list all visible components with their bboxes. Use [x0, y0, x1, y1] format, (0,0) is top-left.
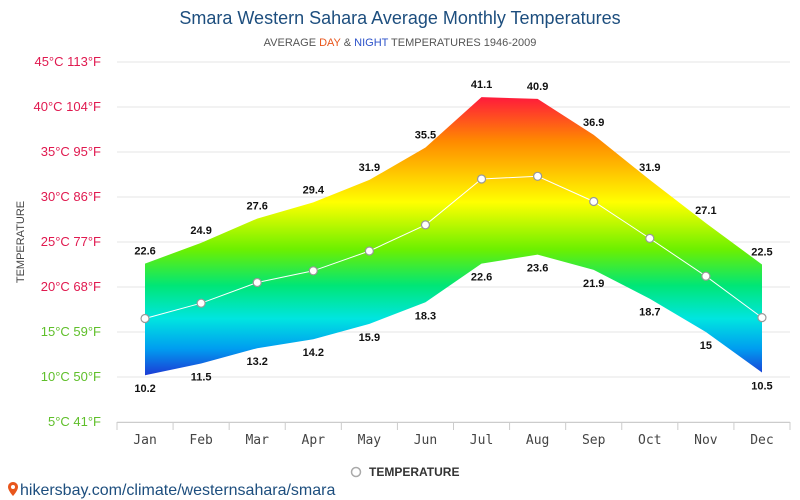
- legend-marker: [350, 466, 362, 478]
- footer-url[interactable]: hikersbay.com/climate/westernsahara/smar…: [20, 482, 335, 499]
- day-value-label: 29.4: [303, 184, 325, 196]
- x-tick-label: Jun: [414, 433, 437, 448]
- average-point: [701, 271, 711, 281]
- x-tick-label: Feb: [189, 433, 213, 448]
- night-value-label: 22.6: [471, 272, 492, 284]
- map-pin-icon: [8, 482, 18, 496]
- day-night-band: [145, 97, 762, 376]
- x-tick-label: Sep: [582, 433, 606, 448]
- day-value-label: 22.6: [134, 246, 155, 258]
- night-value-label: 15: [700, 340, 712, 352]
- average-point: [420, 220, 431, 230]
- night-value-labels: 10.2 11.5 13.2 14.2 15.9 18.3 22.6 23.6 21.9 18.7…: [134, 263, 772, 396]
- x-tick-label: Jul: [470, 433, 493, 448]
- day-value-label: 31.9: [359, 162, 380, 174]
- x-axis-ticks: Jan Feb Mar Apr May Jun Jul Aug Sep Oct Nov Dec: [133, 433, 773, 448]
- night-value-label: 15.9: [359, 332, 380, 344]
- legend[interactable]: TEMPERATURE: [350, 465, 460, 479]
- subtitle-night: NIGHT: [354, 37, 389, 49]
- average-temperature-line: [144, 175, 763, 319]
- x-tick-label: Aug: [526, 433, 549, 448]
- subtitle-day: DAY: [319, 37, 341, 49]
- day-value-label: 27.1: [695, 205, 716, 217]
- night-value-label: 18.7: [639, 307, 660, 319]
- x-tick-label: Oct: [638, 433, 661, 448]
- average-point: [757, 313, 767, 323]
- average-point: [140, 313, 150, 324]
- night-value-label: 11.5: [191, 372, 212, 384]
- y-axis-ticks: 45°C 113°F 40°C 104°F 35°C 95°F 30°C 86°F 25…: [34, 54, 102, 429]
- legend-label: TEMPERATURE: [369, 465, 459, 479]
- x-tick-label: Dec: [750, 433, 773, 448]
- y-tick-label: 30°C 86°F: [41, 189, 101, 204]
- y-tick-label: 45°C 113°F: [34, 54, 101, 69]
- average-point: [589, 196, 599, 207]
- subtitle-suffix: TEMPERATURES 1946-2009: [388, 37, 536, 49]
- average-point: [645, 233, 655, 243]
- day-value-label: 40.9: [527, 81, 548, 93]
- average-point: [364, 246, 374, 256]
- y-tick-label: 25°C 77°F: [41, 234, 101, 249]
- average-point: [476, 174, 487, 184]
- day-value-label: 24.9: [190, 225, 211, 237]
- day-value-label: 41.1: [471, 79, 492, 91]
- night-value-label: 18.3: [415, 310, 436, 322]
- average-points: [140, 171, 767, 324]
- day-value-labels: 22.6 24.9 27.6 29.4 31.9 35.5 41.1 40.9 36.9 31.9…: [134, 79, 772, 258]
- chart-subtitle: AVERAGE DAY & NIGHT TEMPERATURES 1946-20…: [264, 37, 537, 49]
- y-tick-label: 15°C 59°F: [41, 324, 101, 339]
- subtitle-amp: &: [341, 37, 354, 49]
- day-value-label: 27.6: [246, 201, 267, 213]
- night-value-label: 14.2: [303, 347, 324, 359]
- day-value-label: 22.5: [751, 247, 772, 259]
- y-axis-title: TEMPERATURE: [15, 201, 27, 283]
- y-tick-label: 20°C 68°F: [41, 279, 101, 294]
- day-value-label: 35.5: [415, 130, 436, 142]
- day-value-label: 36.9: [583, 117, 604, 129]
- average-point: [308, 266, 318, 276]
- night-value-label: 10.2: [134, 383, 155, 395]
- y-tick-label: 35°C 95°F: [41, 144, 101, 159]
- y-tick-label: 40°C 104°F: [34, 99, 102, 114]
- y-tick-label: 10°C 50°F: [41, 369, 101, 384]
- x-tick-label: Mar: [245, 433, 269, 448]
- x-tick-label: Jan: [133, 433, 156, 448]
- x-tick-label: Apr: [302, 433, 326, 448]
- x-tick-label: May: [358, 433, 382, 448]
- y-tick-label: 5°C 41°F: [48, 414, 101, 429]
- average-point: [533, 171, 543, 181]
- subtitle-prefix: AVERAGE: [264, 37, 319, 49]
- footer[interactable]: hikersbay.com/climate/westernsahara/smar…: [8, 482, 335, 499]
- night-value-label: 23.6: [527, 263, 548, 275]
- night-value-label: 13.2: [246, 356, 267, 368]
- night-value-label: 10.5: [751, 381, 772, 393]
- chart-title: Smara Western Sahara Average Monthly Tem…: [179, 8, 620, 28]
- average-point: [196, 298, 206, 308]
- x-tick-label: Nov: [694, 433, 718, 448]
- average-point: [252, 277, 262, 288]
- night-value-label: 21.9: [583, 278, 604, 290]
- day-value-label: 31.9: [639, 162, 660, 174]
